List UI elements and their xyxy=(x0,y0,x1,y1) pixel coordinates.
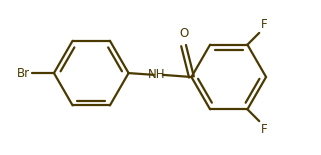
Text: F: F xyxy=(261,123,268,136)
Text: O: O xyxy=(179,27,188,40)
Text: F: F xyxy=(261,18,268,31)
Text: NH: NH xyxy=(148,68,166,81)
Text: Br: Br xyxy=(17,67,30,80)
